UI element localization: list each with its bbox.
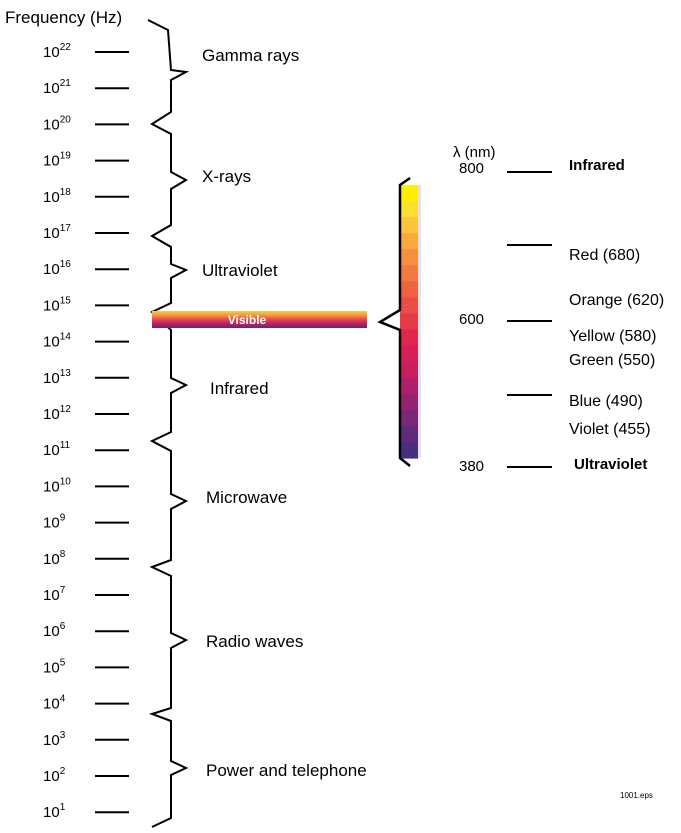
wavelength-tick-380: 380	[459, 458, 484, 475]
band-label-ultraviolet: Ultraviolet	[202, 261, 278, 280]
spectrum-color-block	[400, 281, 418, 299]
spectrum-color-block	[400, 377, 418, 395]
frequency-tick-label: 1017	[43, 223, 71, 242]
spectrum-color-block	[400, 425, 418, 443]
spectrum-color-block	[400, 249, 418, 266]
band-label-infrared: Infrared	[210, 379, 269, 398]
spectrum-bar-edge	[418, 185, 421, 458]
frequency-tick-label: 103	[43, 730, 66, 749]
frequency-tick-label: 107	[43, 585, 66, 604]
legend-violet: Violet (455)	[569, 421, 651, 438]
spectrum-color-block	[400, 393, 418, 411]
frequency-tick-label: 1021	[43, 78, 71, 97]
frequency-tick-label: 1012	[43, 404, 71, 423]
visible-spectrum-bar	[400, 185, 421, 459]
frequency-tick-label: 1016	[43, 259, 71, 278]
spectrum-color-block	[400, 297, 418, 315]
spectrum-color-block	[400, 361, 418, 379]
frequency-tick-label: 1019	[43, 151, 71, 170]
spectrum-color-block	[400, 217, 418, 234]
frequency-tick-label: 104	[43, 694, 66, 713]
spectrum-color-block	[400, 233, 418, 250]
spectrum-color-block	[400, 185, 418, 202]
frequency-tick-label: 1014	[43, 332, 71, 351]
spectrum-color-block	[400, 345, 418, 363]
file-label: 1001.eps	[620, 791, 653, 800]
frequency-tick-label: 1022	[43, 42, 71, 61]
frequency-tick-label: 109	[43, 513, 66, 532]
band-label-power-telephone: Power and telephone	[206, 761, 367, 780]
frequency-tick-label: 1011	[43, 440, 71, 459]
wavelength-tick-800: 800	[459, 160, 484, 177]
frequency-tick-label: 1018	[43, 187, 71, 206]
visible-band-label: Visible	[228, 313, 267, 327]
frequency-axis-title: Frequency (Hz)	[5, 8, 122, 27]
legend-red: Red (680)	[569, 247, 640, 264]
frequency-tick-label: 108	[43, 549, 66, 568]
spectrum-color-block	[400, 329, 418, 347]
spectrum-bracket	[377, 176, 411, 467]
frequency-tick-label: 106	[43, 621, 66, 640]
visible-band-strip	[152, 311, 367, 328]
frequency-tick-label: 102	[43, 766, 66, 785]
legend-orange: Orange (620)	[569, 292, 664, 309]
spectrum-color-block	[400, 265, 418, 282]
frequency-tick-label: 1010	[43, 476, 71, 495]
legend-ultraviolet: Ultraviolet	[574, 456, 647, 473]
legend-yellow: Yellow (580)	[569, 328, 656, 345]
frequency-tick-label: 1020	[43, 114, 71, 133]
spectrum-color-block	[400, 409, 418, 427]
band-label-microwave: Microwave	[206, 488, 287, 507]
spectrum-color-block	[400, 313, 418, 331]
frequency-tick-label: 105	[43, 657, 66, 676]
legend-infrared: Infrared	[569, 157, 625, 174]
frequency-tick-label: 1015	[43, 295, 71, 314]
legend-green: Green (550)	[569, 352, 655, 369]
frequency-ticks: 1022 1021 1020 1019 1018 1017 1016 1015 1014 1013…	[43, 42, 129, 821]
band-label-gamma-rays: Gamma rays	[202, 46, 299, 65]
spectrum-color-block	[400, 441, 418, 459]
wavelength-tick-600: 600	[459, 311, 484, 328]
frequency-tick-label: 101	[43, 802, 66, 821]
band-brace-line	[147, 19, 190, 828]
wavelength-axis-title: λ (nm)	[453, 144, 496, 161]
frequency-tick-label: 1013	[43, 368, 71, 387]
spectrum-color-block	[400, 201, 418, 218]
legend-blue: Blue (490)	[569, 393, 643, 410]
band-label-radio-waves: Radio waves	[206, 632, 303, 651]
band-label-x-rays: X-rays	[202, 167, 251, 186]
